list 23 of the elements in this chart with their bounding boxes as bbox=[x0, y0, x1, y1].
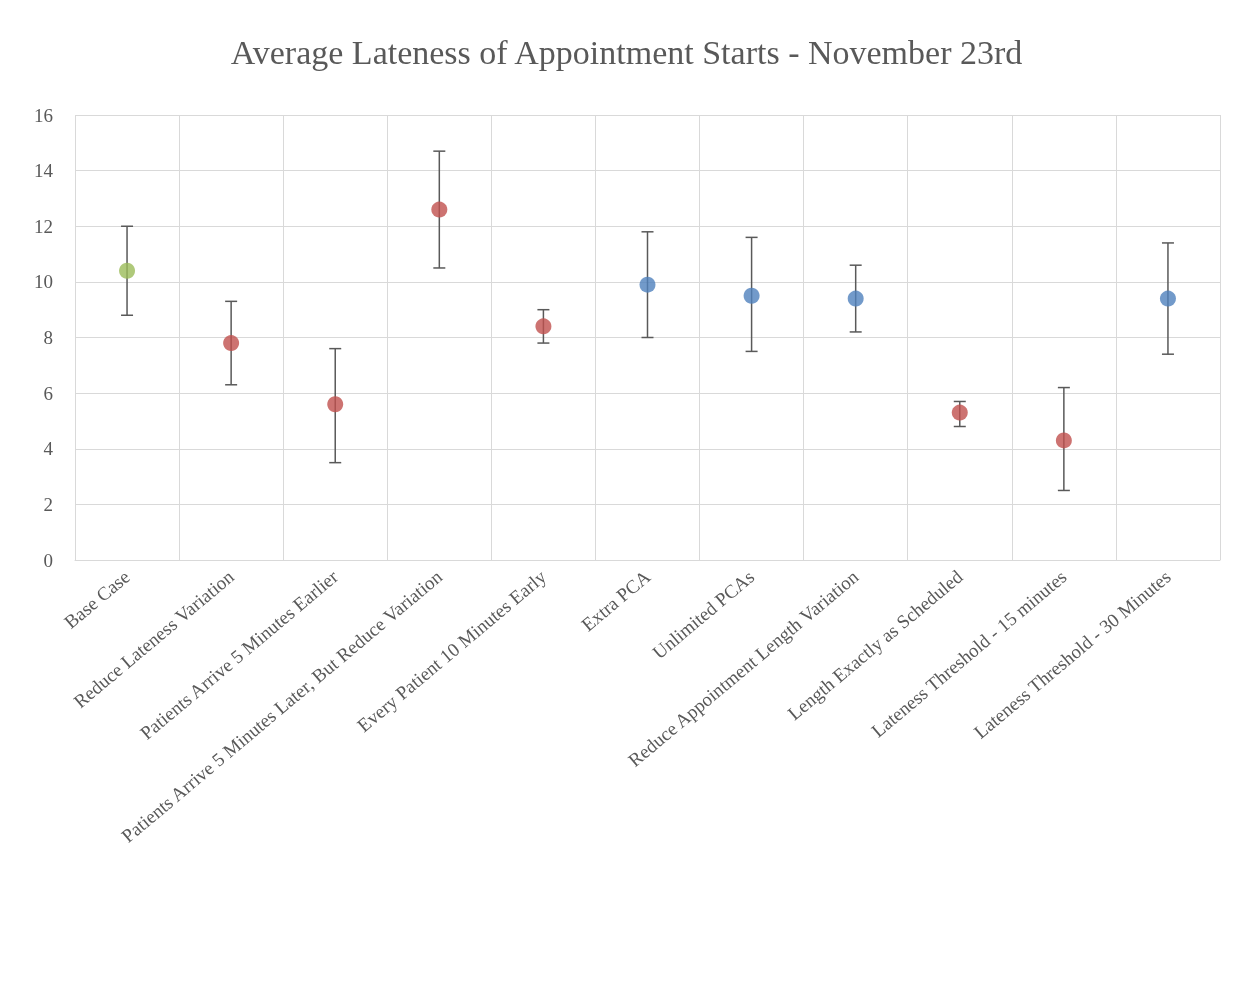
y-tick-label: 2 bbox=[43, 493, 53, 515]
point bbox=[535, 318, 552, 335]
point bbox=[847, 290, 864, 307]
y-tick-label: 16 bbox=[34, 104, 53, 126]
x-tick-label: Extra PCA bbox=[577, 565, 655, 636]
y-tick-label: 6 bbox=[43, 382, 53, 404]
point bbox=[1055, 432, 1072, 449]
point bbox=[1159, 290, 1176, 307]
point bbox=[743, 287, 760, 304]
y-tick-label: 14 bbox=[34, 160, 54, 182]
point bbox=[119, 262, 136, 279]
y-tick-label: 10 bbox=[34, 271, 53, 293]
point bbox=[431, 201, 448, 218]
chart-title: Average Lateness of Appointment Starts - November 23rd bbox=[230, 33, 1023, 71]
point bbox=[223, 335, 240, 352]
y-tick-label: 4 bbox=[43, 438, 54, 460]
point bbox=[951, 404, 968, 421]
x-tick-label: Base Case bbox=[60, 565, 134, 633]
point bbox=[327, 396, 344, 413]
y-tick-label: 8 bbox=[43, 327, 53, 348]
y-tick-label: 12 bbox=[34, 215, 53, 237]
point bbox=[639, 276, 656, 293]
y-tick-label: 0 bbox=[43, 549, 53, 571]
